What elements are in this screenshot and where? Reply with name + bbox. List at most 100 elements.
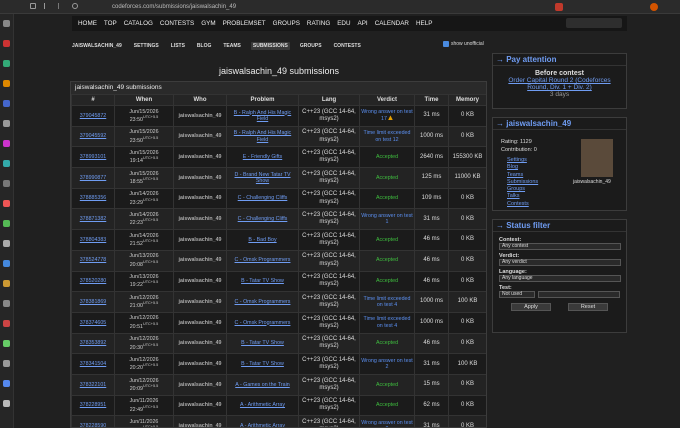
app-icon[interactable] [3, 260, 10, 267]
user-link[interactable]: Groups [507, 186, 526, 193]
user-link[interactable]: Talks [507, 193, 520, 200]
nav-item[interactable]: EDU [337, 20, 351, 27]
test-select[interactable]: Not used [499, 291, 535, 298]
verdict[interactable]: Accepted [375, 340, 399, 347]
checkbox[interactable] [443, 41, 449, 47]
verdict[interactable]: Wrong answer on test 1 [361, 212, 413, 226]
subnav-item[interactable]: LISTS [170, 43, 185, 49]
submission-id[interactable]: 378322101 [79, 381, 107, 388]
submission-id[interactable]: 378353892 [79, 340, 107, 347]
nav-item[interactable]: PROBLEMSET [222, 20, 266, 27]
problem[interactable]: C - Omsk Programmers [234, 257, 291, 264]
who[interactable]: jaiswalsachin_49 [178, 112, 222, 119]
verdict[interactable]: Accepted [375, 402, 399, 409]
user-link[interactable]: Settings [507, 157, 527, 163]
problem[interactable]: B - Bad Boy [248, 236, 277, 243]
verdict[interactable]: Time limit exceeded on test 4 [363, 316, 411, 329]
user-link[interactable]: Teams [507, 171, 524, 178]
submission-id[interactable]: 378228590 [79, 422, 107, 428]
app-icon[interactable] [3, 140, 10, 147]
app-icon[interactable] [3, 200, 10, 207]
problem[interactable]: E - Friendly Gifts [242, 154, 283, 161]
problem[interactable]: A - Games on the Train [235, 381, 290, 388]
profile-icon[interactable] [650, 3, 658, 11]
search-box[interactable] [566, 18, 622, 28]
nav-item[interactable]: HELP [415, 20, 433, 27]
problem[interactable]: C - Challenging Cliffs [237, 195, 288, 202]
who[interactable]: jaiswalsachin_49 [178, 278, 222, 285]
language-select[interactable]: Any language [499, 275, 621, 282]
subnav-item[interactable]: BLOG [196, 43, 212, 49]
submission-id[interactable]: 378374605 [79, 319, 107, 326]
who[interactable]: jaiswalsachin_49 [178, 298, 222, 305]
verdict[interactable]: Accepted [375, 257, 399, 264]
submission-id[interactable]: 378228951 [79, 402, 107, 409]
verdict[interactable]: Accepted [375, 195, 399, 202]
verdict[interactable]: Accepted [375, 174, 399, 181]
user-link[interactable]: Submissions [507, 178, 539, 185]
submission-id[interactable]: 378520280 [79, 278, 107, 285]
app-icon[interactable] [3, 400, 10, 407]
verdict[interactable]: Accepted [375, 381, 399, 388]
who[interactable]: jaiswalsachin_49 [178, 174, 222, 181]
nav-item[interactable]: RATING [306, 20, 331, 27]
contest-select[interactable]: Any contest [499, 243, 621, 250]
who[interactable]: jaiswalsachin_49 [178, 236, 222, 243]
who[interactable]: jaiswalsachin_49 [178, 257, 222, 264]
app-icon[interactable] [3, 240, 10, 247]
problem[interactable]: C - Omsk Programmers [234, 319, 291, 326]
submission-id[interactable]: 378381869 [79, 298, 107, 305]
contest-link[interactable]: Order Capital Round 2 (Codeforces Round,… [508, 77, 611, 91]
who[interactable]: jaiswalsachin_49 [178, 319, 222, 326]
submission-id[interactable]: 378341504 [79, 360, 107, 367]
verdict[interactable]: Accepted [375, 278, 399, 285]
nav-item[interactable]: TOP [103, 20, 117, 27]
problem[interactable]: A - Arithmetic Array [239, 422, 286, 428]
app-icon[interactable] [3, 120, 10, 127]
app-icon[interactable] [3, 280, 10, 287]
problem[interactable]: B - Tatar TV Show [241, 360, 284, 367]
verdict-select[interactable]: Any verdict [499, 259, 621, 266]
submission-id[interactable]: 379045872 [79, 112, 107, 119]
app-icon[interactable] [3, 320, 10, 327]
who[interactable]: jaiswalsachin_49 [178, 154, 222, 161]
subnav-item[interactable]: SETTINGS [133, 43, 159, 49]
avatar[interactable] [581, 139, 613, 177]
who[interactable]: jaiswalsachin_49 [178, 402, 222, 409]
nav-item[interactable]: CALENDAR [374, 20, 409, 27]
nav-item[interactable]: API [357, 20, 368, 27]
subnav-item[interactable]: CONTESTS [333, 43, 361, 49]
apply-button[interactable]: Apply [511, 303, 551, 311]
nav-item[interactable]: GROUPS [272, 20, 300, 27]
problem[interactable]: B - Ralph And His Magic Field [233, 130, 292, 143]
extension-icon[interactable] [555, 3, 563, 11]
subnav-item[interactable]: SUBMISSIONS [250, 42, 290, 50]
who[interactable]: jaiswalsachin_49 [178, 133, 222, 140]
verdict[interactable]: Accepted [375, 154, 399, 161]
problem[interactable]: B - Tatar TV Show [241, 278, 284, 285]
app-icon[interactable] [3, 100, 10, 107]
submission-id[interactable]: 378990877 [79, 174, 107, 181]
who[interactable]: jaiswalsachin_49 [178, 216, 222, 223]
who[interactable]: jaiswalsachin_49 [178, 381, 222, 388]
app-icon[interactable] [3, 160, 10, 167]
app-icon[interactable] [3, 300, 10, 307]
nav-item[interactable]: GYM [201, 20, 216, 27]
problem[interactable]: A - Arithmetic Array [239, 402, 286, 409]
submission-id[interactable]: 378524778 [79, 257, 107, 264]
verdict[interactable]: Time limit exceeded on test 12 [363, 130, 411, 143]
app-icon[interactable] [3, 380, 10, 387]
subnav-item[interactable]: JAISWALSACHIN_49 [72, 43, 122, 49]
user-link[interactable]: Blog [507, 164, 519, 171]
submission-id[interactable]: 378871382 [79, 216, 107, 223]
app-icon[interactable] [3, 360, 10, 367]
nav-item[interactable]: CATALOG [123, 20, 153, 27]
app-icon[interactable] [3, 180, 10, 187]
who[interactable]: jaiswalsachin_49 [178, 340, 222, 347]
app-icon[interactable] [3, 60, 10, 67]
submission-id[interactable]: 378993101 [79, 154, 107, 161]
app-icon[interactable] [3, 20, 10, 27]
url-bar[interactable]: codeforces.com/submissions/jaiswalsachin… [112, 4, 237, 10]
submission-id[interactable]: 378885356 [79, 195, 107, 202]
nav-item[interactable]: CONTESTS [159, 20, 195, 27]
